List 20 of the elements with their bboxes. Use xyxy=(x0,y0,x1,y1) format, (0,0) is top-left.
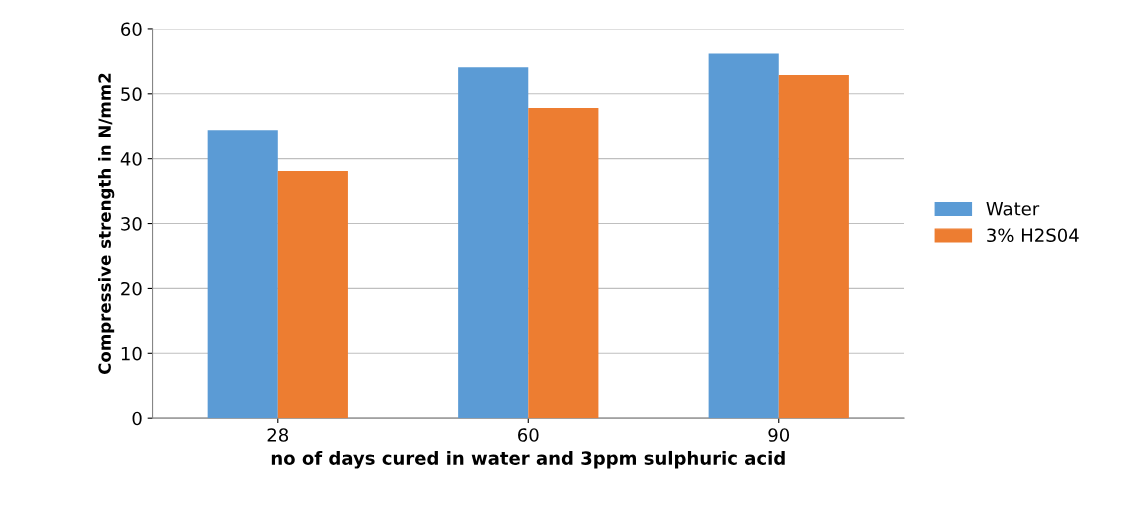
y-tick-label: 40 xyxy=(120,152,142,166)
x-axis-title: no of days cured in water and 3ppm sulphuric acid xyxy=(271,450,785,469)
y-tick-label: 60 xyxy=(121,22,142,37)
y-tick-label: 10 xyxy=(121,346,142,361)
x-tick-label: 60 xyxy=(518,428,539,442)
y-tick-label: 50 xyxy=(121,87,142,101)
bar xyxy=(778,74,849,419)
bar xyxy=(277,171,348,419)
y-tick-label: 30 xyxy=(121,217,142,231)
y-axis-title: Compressive strength in N/mm2 xyxy=(98,73,115,375)
bar xyxy=(458,67,529,419)
y-tick-label: 20 xyxy=(121,281,142,296)
legend-label: Water xyxy=(986,202,1040,216)
y-tick-label: 0 xyxy=(132,411,142,426)
bar xyxy=(708,53,779,419)
legend-label: 3% H2S04 xyxy=(987,228,1079,243)
x-tick-label: 28 xyxy=(267,428,289,442)
bar xyxy=(207,130,278,419)
bar xyxy=(528,108,599,419)
x-tick-label: 90 xyxy=(768,428,790,442)
